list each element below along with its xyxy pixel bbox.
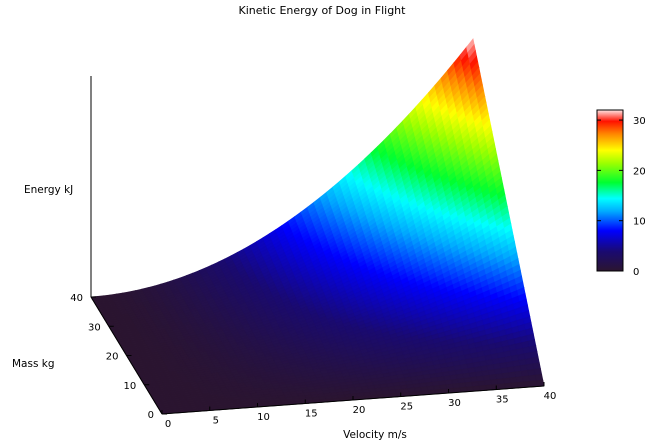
x-tick-label: 10 [257,412,270,423]
x-tick-label: 15 [305,409,318,420]
x-tick-label: 5 [213,416,219,427]
x-tick-label: 0 [165,419,171,430]
x-tick-label: 35 [496,395,509,406]
y-axis-label: Mass kg [12,358,55,370]
x-tick-label: 25 [400,402,413,413]
energy-surface [90,38,545,415]
colorbar-tick-label: 0 [633,267,639,278]
colorbar [596,109,624,272]
y-tick-label: 40 [70,293,83,304]
x-tick-label: 20 [353,405,366,416]
y-tick-label: 0 [148,410,154,421]
colorbar-tick-label: 10 [633,217,645,228]
x-axis-label: Velocity m/s [343,429,407,441]
colorbar-tick-label: 20 [633,166,645,177]
y-tick-label: 20 [106,352,119,363]
surface-cell [535,379,545,387]
chart-title: Kinetic Energy of Dog in Flight [239,4,407,17]
y-tick-label: 10 [124,381,137,392]
y-tick-label: 30 [88,322,101,333]
z-axis-label: Energy kJ [24,184,73,196]
surface-cell [534,373,544,382]
colorbar-tick-label: 30 [633,116,645,127]
x-tick-label: 40 [544,391,557,402]
x-tick-label: 30 [448,398,461,409]
